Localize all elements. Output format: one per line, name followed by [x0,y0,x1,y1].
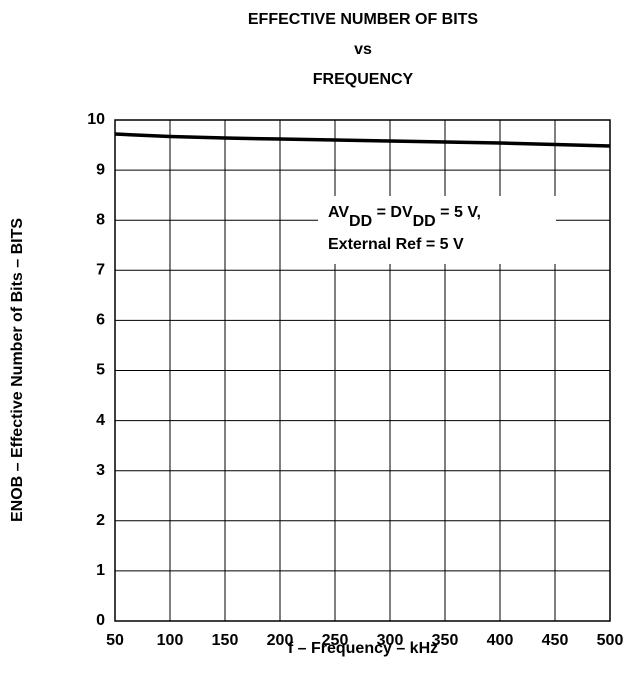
y-tick-label: 3 [96,462,105,479]
x-tick-label: 450 [542,632,569,649]
y-tick-label: 2 [96,512,105,529]
chart-title: EFFECTIVE NUMBER OF BITS [248,11,479,28]
x-tick-label: 300 [377,632,404,649]
x-axis-label: f – Frequency – kHz [288,640,438,657]
annotation-part: AV [328,204,349,221]
y-tick-label: 7 [96,262,105,279]
y-tick-label: 1 [96,562,105,579]
x-tick-label: 250 [322,632,349,649]
x-tick-label: 350 [432,632,459,649]
chart-title: FREQUENCY [313,71,414,88]
chart-title: vs [354,41,372,58]
plot-frame [114,119,611,622]
y-tick-label: 4 [96,412,105,429]
annotation: External Ref = 5 V [328,236,464,253]
x-tick-label: 400 [487,632,514,649]
annotation-part: = 5 V, [436,204,481,221]
y-tick-label: 8 [96,211,105,228]
annotation: AVDD = DVDD = 5 V, [328,204,481,230]
y-tick-label: 10 [87,111,105,128]
annotation-box [318,196,556,264]
annotation-part: DD [413,213,436,230]
annotation-part: DD [349,213,372,230]
y-tick-label: 9 [96,161,105,178]
series-line [114,132,611,148]
annotation-part: = DV [372,204,413,221]
y-tick-label: 0 [96,612,105,629]
x-tick-label: 50 [106,632,124,649]
x-tick-label: 100 [157,632,184,649]
annotation-part: External Ref = 5 V [328,236,464,253]
x-tick-label: 200 [267,632,294,649]
x-tick-label: 500 [597,632,624,649]
x-tick-label: 150 [212,632,239,649]
y-axis-label: ENOB – Effective Number of Bits – BITS [9,218,26,522]
y-tick-label: 6 [96,312,105,329]
y-tick-label: 5 [96,362,105,379]
